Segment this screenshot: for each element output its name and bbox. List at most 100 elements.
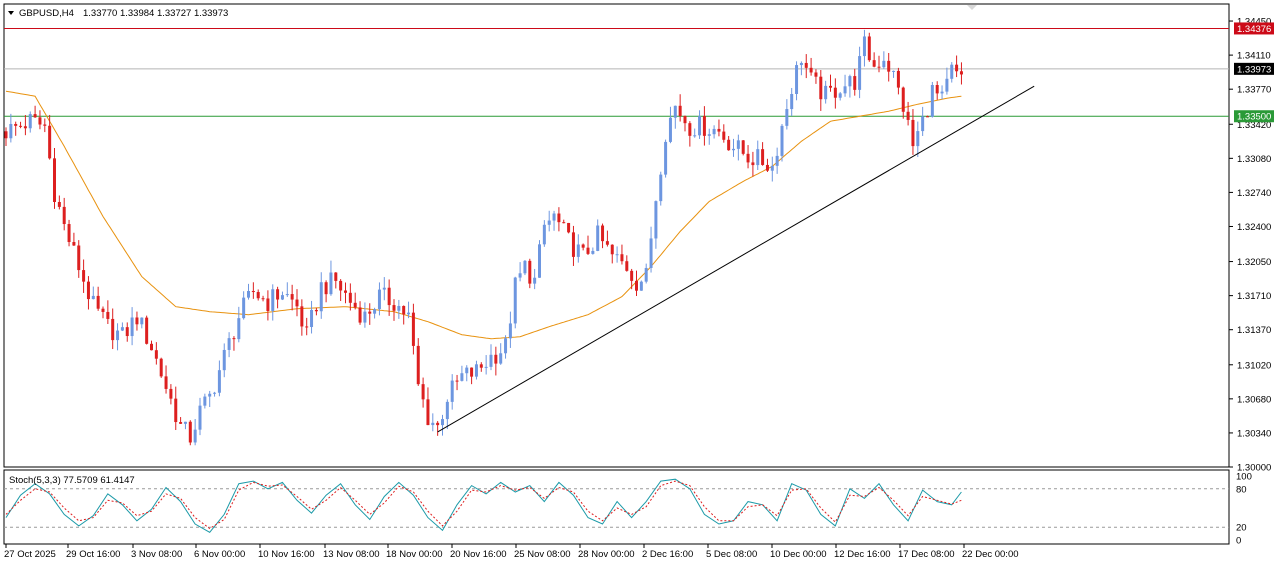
candle: [353, 292, 357, 310]
candle: [921, 106, 925, 136]
candle: [858, 46, 862, 99]
candle: [213, 391, 217, 397]
stochastic-signal-line: [5, 480, 962, 530]
candle: [232, 336, 236, 351]
candle: [23, 115, 27, 136]
candle: [334, 272, 338, 289]
candle: [673, 105, 677, 129]
candle: [586, 235, 590, 256]
candle: [174, 386, 178, 431]
candles-layer: [4, 29, 963, 446]
candle: [38, 110, 42, 130]
candle: [741, 140, 745, 156]
candle: [373, 307, 377, 319]
candle: [746, 145, 750, 169]
candle: [732, 138, 735, 157]
candle: [368, 303, 372, 325]
candle: [678, 94, 682, 122]
candle: [940, 85, 944, 100]
price-tick-label: 1.31710: [1237, 291, 1271, 302]
candle: [198, 397, 202, 436]
candle: [770, 156, 774, 182]
candle: [402, 305, 406, 325]
candle: [950, 62, 954, 83]
dropdown-triangle-icon[interactable]: [8, 11, 14, 15]
candle: [620, 244, 624, 265]
candle: [4, 127, 8, 147]
candle: [421, 377, 425, 408]
candle: [528, 258, 532, 289]
candle: [494, 346, 498, 376]
price-tick-label: 1.30000: [1237, 463, 1271, 474]
candle: [581, 243, 585, 251]
time-tick-label: 5 Dec 08:00: [706, 549, 757, 560]
chart-shift-icon[interactable]: [967, 5, 977, 10]
candle: [610, 244, 614, 264]
time-tick-label: 29 Oct 16:00: [66, 549, 120, 560]
candle: [605, 230, 609, 247]
candle: [688, 121, 692, 147]
candle: [19, 121, 23, 129]
candle: [698, 110, 702, 139]
candle: [707, 128, 711, 145]
stochastic-tick-label: 100: [1236, 472, 1252, 483]
candle: [397, 299, 401, 319]
candle: [217, 360, 221, 397]
candle: [639, 280, 643, 291]
horizontal-levels: [4, 27, 1229, 117]
candle: [169, 384, 173, 405]
candle: [159, 357, 163, 378]
stochastic-label: Stoch(5,3,3) 77.5709 61.4147: [9, 475, 135, 486]
candle: [382, 277, 386, 301]
candle: [344, 282, 347, 304]
candle: [111, 308, 115, 350]
candle: [150, 340, 153, 351]
support-trendline[interactable]: [437, 85, 1035, 433]
candle: [348, 283, 352, 311]
candle: [251, 282, 255, 299]
candle: [242, 291, 246, 320]
candle: [314, 307, 318, 316]
candle: [625, 255, 629, 272]
stochastic-pane: [3, 469, 1230, 545]
candle: [911, 109, 915, 155]
candle: [339, 279, 343, 302]
candle: [712, 125, 716, 139]
resistance-price-tag: [1234, 22, 1274, 35]
current-price-tag: [1234, 62, 1274, 75]
time-tick-label: 18 Nov 00:00: [386, 549, 443, 560]
candle: [120, 322, 124, 332]
candle: [237, 306, 241, 343]
candle: [809, 57, 813, 76]
trendline-layer: [437, 85, 1035, 433]
candle: [145, 315, 149, 345]
price-tick-label: 1.32400: [1237, 222, 1271, 233]
candle: [761, 142, 765, 166]
candle: [310, 300, 314, 334]
candle: [445, 399, 449, 430]
level-labels: 1.34376 1.33973 1.33500: [1234, 22, 1274, 123]
moving-average-line: [5, 90, 962, 340]
candle: [116, 323, 120, 351]
candle: [683, 115, 687, 132]
price-tick-label: 1.33770: [1237, 85, 1271, 96]
price-tick-label: 1.30680: [1237, 394, 1271, 405]
candle: [635, 270, 638, 296]
candle: [887, 52, 891, 82]
candle: [48, 114, 52, 160]
candle: [508, 311, 512, 348]
time-tick-label: 10 Dec 00:00: [770, 549, 827, 560]
candle: [906, 101, 910, 126]
time-tick-label: 3 Nov 08:00: [131, 549, 182, 560]
price-tick-label: 1.34110: [1237, 51, 1271, 62]
time-tick-label: 25 Nov 08:00: [514, 549, 571, 560]
candle: [300, 299, 304, 336]
candle: [203, 393, 207, 409]
candle: [450, 374, 454, 410]
candle: [208, 390, 212, 407]
candle: [702, 106, 706, 146]
candle: [125, 322, 129, 342]
candle: [392, 299, 396, 321]
candle: [654, 200, 658, 249]
